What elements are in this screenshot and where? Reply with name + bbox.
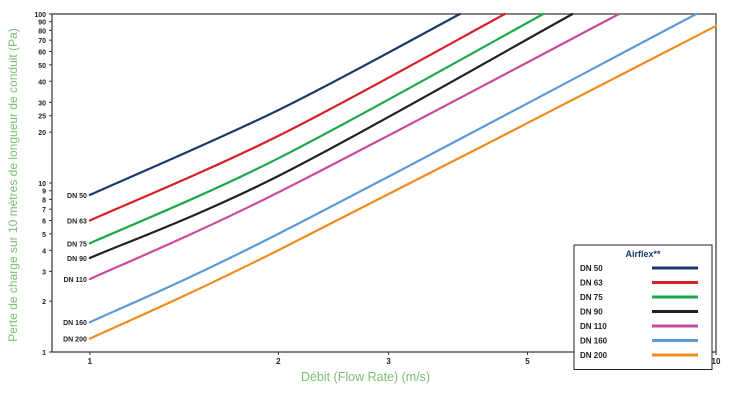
y-tick-label: 5 [42, 232, 46, 239]
legend: Airflex** DN 50 DN 63 DN 75 DN 90 DN 110 DN 16… [573, 244, 713, 370]
legend-label-dn-50: DN 50 [580, 264, 603, 273]
x-tick-label: 3 [386, 357, 391, 366]
series-line-dn-75 [88, 12, 545, 245]
series-layer [88, 12, 718, 340]
y-tick-label: 4 [42, 248, 46, 255]
curve-label-dn-90: DN 90 [67, 256, 87, 263]
legend-label-dn-200: DN 200 [580, 351, 608, 360]
y-tick-label: 40 [38, 79, 46, 86]
legend-label-dn-110: DN 110 [580, 322, 607, 331]
y-tick-label: 2 [42, 299, 46, 306]
series-line-dn-110 [88, 12, 621, 281]
y-tick-label: 6 [42, 218, 46, 225]
series-line-dn-200 [88, 24, 718, 340]
x-tick-label: 10 [712, 357, 721, 366]
x-tick-label: 2 [276, 357, 281, 366]
y-tick-label: 7 [42, 207, 46, 214]
y-tick-label: 90 [38, 20, 46, 27]
y-tick-label: 1 [42, 350, 46, 357]
x-tick-label: 1 [88, 357, 93, 366]
y-axis-label: Perte de charge sur 10 mètres de longueu… [6, 28, 20, 342]
y-axis-label-container: Perte de charge sur 10 mètres de longueu… [0, 0, 26, 370]
curve-label-dn-110: DN 110 [64, 277, 87, 284]
y-tick-label: 100 [34, 12, 46, 19]
x-axis-label: Débit (Flow Rate) (m/s) [300, 370, 431, 384]
curve-label-dn-75: DN 75 [67, 241, 87, 248]
series-line-dn-50 [88, 12, 462, 197]
legend-box [573, 244, 713, 370]
x-tick-label: 5 [525, 357, 530, 366]
legend-label-dn-63: DN 63 [580, 279, 603, 288]
curve-label-dn-63: DN 63 [67, 218, 87, 225]
series-line-dn-90 [88, 12, 574, 260]
y-tick-label: 20 [38, 130, 46, 137]
y-tick-label: 10 [38, 181, 46, 188]
series-line-dn-160 [88, 12, 698, 324]
y-tick-label: 70 [38, 38, 46, 45]
curve-labels: DN 50 DN 63 DN 75 DN 90 DN 110 DN 160 DN 200 [63, 193, 87, 344]
y-tick-label: 60 [38, 49, 46, 56]
y-tick-label: 9 [42, 189, 46, 196]
y-tick-label: 8 [42, 197, 46, 204]
series-line-dn-63 [88, 12, 506, 222]
y-tick-label: 30 [38, 100, 46, 107]
legend-label-dn-160: DN 160 [580, 337, 608, 346]
y-tick-label: 3 [42, 269, 46, 276]
curve-label-dn-50: DN 50 [67, 193, 87, 200]
legend-label-dn-75: DN 75 [580, 293, 603, 302]
curve-label-dn-200: DN 200 [63, 337, 87, 344]
y-tick-label: 50 [38, 63, 46, 70]
y-tick-label: 80 [38, 28, 46, 35]
y-tick-label: 25 [38, 114, 46, 121]
legend-label-dn-90: DN 90 [580, 308, 603, 317]
legend-title: Airflex** [625, 249, 661, 259]
curve-label-dn-160: DN 160 [63, 320, 87, 327]
